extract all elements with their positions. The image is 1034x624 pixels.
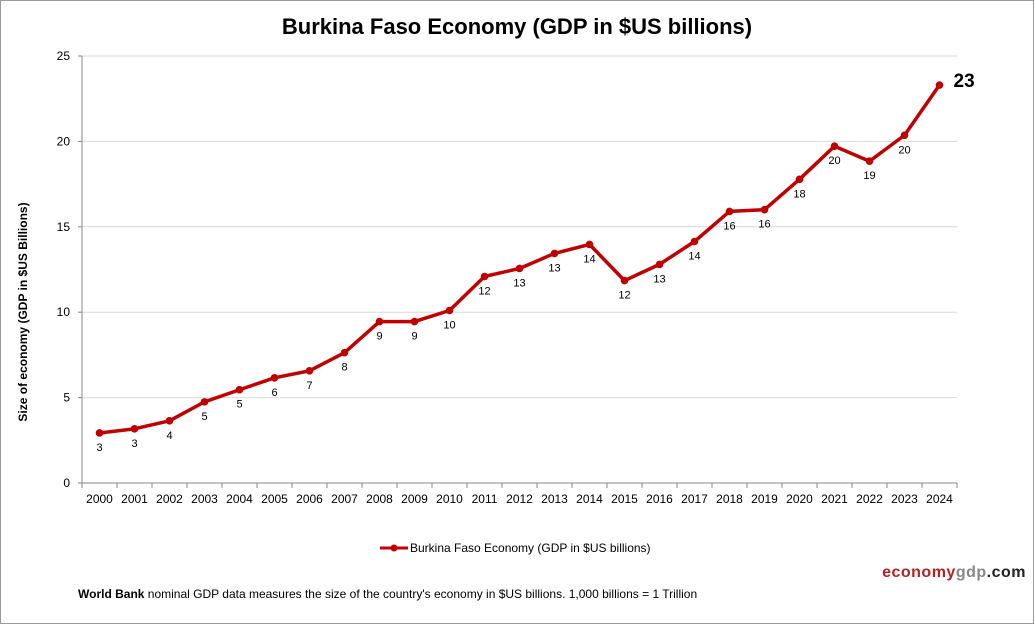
data-label: 9 [376, 331, 382, 343]
data-label: 13 [548, 262, 560, 274]
data-label: 14 [583, 253, 595, 265]
data-point [935, 81, 944, 89]
data-label: 5 [201, 411, 207, 423]
data-label: 16 [723, 220, 735, 232]
x-tick-label: 2015 [611, 492, 638, 506]
brand-part-2: gdp [955, 564, 987, 581]
y-tick-label: 10 [57, 305, 71, 319]
data-point [410, 317, 419, 326]
data-label: 13 [653, 273, 665, 285]
data-label: 12 [478, 286, 490, 298]
x-tick-label: 2010 [436, 492, 463, 506]
data-point [585, 240, 594, 249]
data-label: 14 [688, 250, 700, 262]
data-label: 19 [863, 170, 875, 182]
legend: Burkina Faso Economy (GDP in $US billion… [380, 541, 651, 555]
x-tick-label: 2002 [156, 492, 183, 506]
data-label: 20 [898, 144, 910, 156]
data-label: 20 [828, 155, 840, 167]
y-axis-label: Size of economy (GDP in $US Billions) [16, 202, 30, 421]
data-label: 4 [166, 430, 172, 442]
brand-logo: economygdp.com [882, 564, 1026, 582]
data-point [725, 207, 734, 216]
x-tick-label: 2022 [856, 492, 883, 506]
x-tick-label: 2004 [226, 492, 253, 506]
x-tick-label: 2000 [86, 492, 113, 506]
data-label: 23 [954, 71, 975, 92]
chart-title: Burkina Faso Economy (GDP in $US billion… [282, 14, 752, 39]
data-point [655, 260, 664, 269]
y-tick-label: 25 [57, 49, 71, 63]
x-tick-label: 2020 [786, 492, 813, 506]
x-tick-label: 2019 [751, 492, 778, 506]
legend-marker [390, 544, 398, 552]
x-tick-label: 2013 [541, 492, 568, 506]
data-label: 16 [758, 219, 770, 231]
data-point [445, 306, 454, 315]
footnote: World Bank nominal GDP data measures the… [78, 587, 697, 601]
brand-part-3: .com [986, 564, 1026, 581]
legend-label: Burkina Faso Economy (GDP in $US billion… [410, 541, 651, 555]
data-point [340, 348, 349, 357]
x-tick-label: 2001 [121, 492, 148, 506]
x-tick-label: 2011 [472, 492, 498, 506]
data-label: 10 [443, 319, 455, 331]
data-point [305, 366, 314, 375]
data-point [760, 205, 769, 214]
data-label: 13 [513, 277, 525, 289]
data-label: 8 [341, 362, 347, 374]
data-point [375, 317, 384, 326]
y-tick-label: 5 [63, 391, 70, 405]
data-point [620, 276, 629, 285]
data-label: 12 [618, 290, 630, 302]
x-tick-label: 2007 [331, 492, 358, 506]
brand-part-1: economy [882, 564, 956, 581]
x-tick-label: 2009 [401, 492, 428, 506]
y-tick-label: 20 [57, 134, 71, 148]
data-point [480, 272, 489, 281]
data-point [830, 142, 839, 150]
y-tick-label: 0 [63, 476, 70, 490]
data-point [235, 385, 244, 394]
data-point [690, 237, 699, 246]
data-label: 6 [271, 387, 277, 399]
data-point [270, 373, 279, 382]
x-tick-label: 2008 [366, 492, 393, 506]
x-tick-label: 2024 [926, 492, 953, 506]
x-tick-label: 2003 [191, 492, 218, 506]
data-label: 3 [96, 442, 102, 454]
data-label: 18 [793, 188, 805, 200]
series-line [99, 84, 941, 435]
data-label: 3 [131, 438, 137, 450]
x-tick-label: 2006 [296, 492, 323, 506]
data-point [165, 417, 174, 425]
data-point [515, 264, 524, 273]
data-label: 7 [306, 380, 312, 392]
data-label: 5 [236, 399, 242, 411]
x-tick-label: 2016 [646, 492, 673, 506]
footnote-text: nominal GDP data measures the size of th… [144, 587, 698, 601]
data-point [900, 131, 909, 140]
data-point [200, 398, 209, 406]
x-tick-label: 2012 [506, 492, 533, 506]
x-tick-label: 2021 [821, 492, 848, 506]
data-point [130, 425, 139, 433]
y-tick-label: 15 [57, 220, 71, 234]
data-point [550, 249, 559, 258]
x-tick-label: 2018 [716, 492, 743, 506]
data-point [795, 175, 804, 184]
data-point [865, 157, 874, 166]
x-tick-label: 2023 [891, 492, 918, 506]
x-tick-label: 2005 [261, 492, 288, 506]
x-tick-label: 2017 [681, 492, 708, 506]
data-point [95, 429, 104, 437]
footnote-source: World Bank [78, 587, 145, 601]
data-label: 9 [411, 331, 417, 343]
x-tick-label: 2014 [576, 492, 603, 506]
